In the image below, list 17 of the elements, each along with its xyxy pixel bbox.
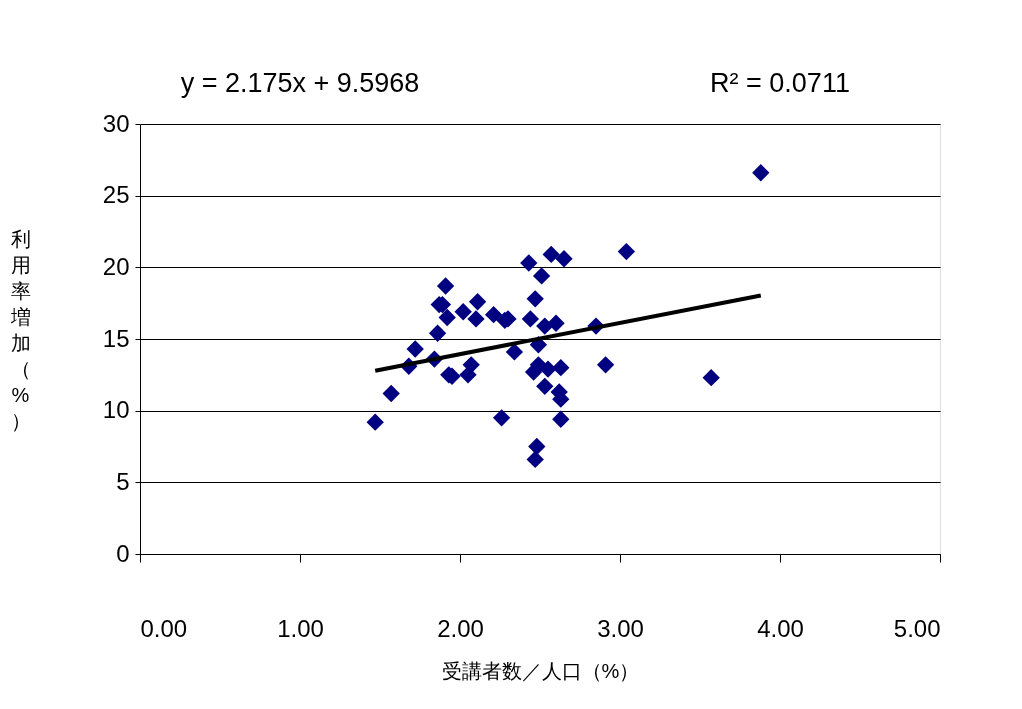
x-tick-label: 3.00 <box>597 614 644 642</box>
x-tick-label: 2.00 <box>437 614 484 642</box>
x-axis-title: 受講者数／人口（%） <box>441 659 640 682</box>
x-tick-label: 1.00 <box>277 614 324 642</box>
y-tick-label: 0 <box>116 539 130 567</box>
x-tick-label: 5.00 <box>893 614 941 642</box>
x-tick-label: 0.00 <box>140 614 188 642</box>
y-axis-title: 利用率増加（%） <box>9 227 31 432</box>
y-tick-label: 5 <box>116 467 130 495</box>
text: R² = 0.0711 <box>710 68 850 98</box>
y-tick-label: 25 <box>102 181 130 209</box>
text: y = 2.175x + 9.5968 <box>180 68 420 98</box>
y-tick-label: 30 <box>102 109 130 137</box>
y-tick-label: 10 <box>102 396 130 424</box>
y-tick-label: 15 <box>102 324 130 352</box>
y-tick-label: 20 <box>102 252 130 280</box>
x-tick-label: 4.00 <box>757 614 804 642</box>
